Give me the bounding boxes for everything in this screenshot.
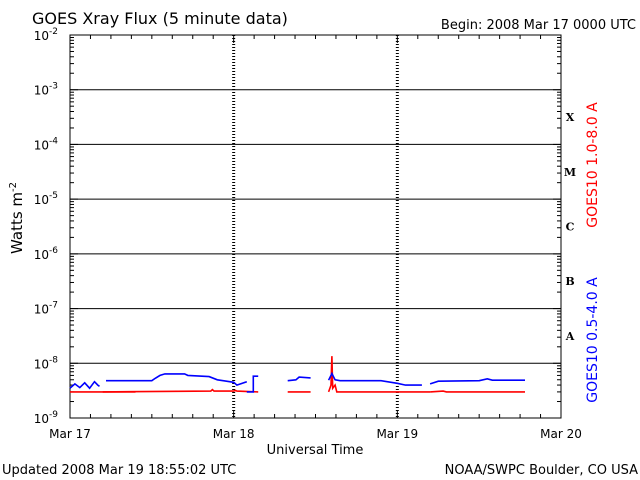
y-tick-mantissa: 10 — [34, 193, 49, 207]
begin-label: Begin: 2008 Mar 17 0000 UTC — [441, 18, 636, 33]
y-tick-mantissa: 10 — [34, 412, 49, 426]
y-tick-mantissa: 10 — [34, 303, 49, 317]
y-tick-exponent: -4 — [49, 136, 58, 146]
y-tick-label: 10-3 — [34, 82, 58, 98]
y-tick-label: 10-8 — [34, 355, 59, 371]
series-line — [430, 390, 525, 393]
y-axis-label-sup: -2 — [8, 182, 19, 192]
flare-class-B: B — [565, 275, 574, 288]
legend-entry: GOES10 1.0-8.0 A — [585, 102, 601, 228]
plot-frame — [69, 34, 562, 419]
flare-class-labels: X M C B A — [564, 111, 576, 343]
series-line — [429, 377, 525, 385]
x-axis-label: Universal Time — [267, 443, 364, 458]
legend: GOES10 1.0-8.0 A GOES10 0.5-4.0 A — [585, 102, 601, 403]
y-tick-mantissa: 10 — [34, 29, 49, 43]
y-axis-label-text: Watts m — [8, 192, 26, 254]
chart-title: GOES Xray Flux (5 minute data) — [32, 9, 288, 28]
series-line — [327, 356, 431, 393]
y-tick-mantissa: 10 — [34, 84, 49, 98]
series-line — [102, 388, 259, 393]
series-line — [287, 376, 311, 382]
y-tick-exponent: -3 — [49, 82, 58, 92]
flare-class-C: C — [566, 221, 575, 234]
updated-text: Updated 2008 Mar 19 18:55:02 UTC — [2, 463, 236, 478]
source-text: NOAA/SWPC Boulder, CO USA — [445, 463, 638, 478]
y-tick-exponent: -7 — [49, 301, 58, 311]
flare-class-A: A — [565, 330, 575, 343]
y-axis-label: Watts m-2 — [8, 182, 26, 254]
y-tick-exponent: -6 — [49, 246, 58, 256]
plot-area — [69, 34, 562, 419]
x-tick-label: Mar 18 — [213, 427, 255, 441]
y-tick-exponent: -2 — [49, 27, 58, 37]
flare-class-M: M — [564, 166, 576, 179]
series-line — [106, 373, 248, 387]
x-axis: Mar 17 Mar 18 Mar 19 Mar 20 — [49, 35, 582, 441]
y-tick-label: 10-6 — [34, 246, 59, 262]
y-axis: 10-210-310-410-510-610-710-810-9 — [34, 27, 561, 426]
y-tick-exponent: -9 — [49, 410, 58, 420]
y-tick-exponent: -5 — [49, 191, 58, 201]
y-tick-mantissa: 10 — [34, 248, 49, 262]
series-line — [69, 380, 100, 390]
series-line — [327, 371, 422, 386]
y-tick-label: 10-4 — [34, 136, 59, 152]
series-lines — [69, 356, 525, 393]
legend-entry: GOES10 0.5-4.0 A — [585, 277, 601, 403]
y-tick-mantissa: 10 — [34, 357, 49, 371]
y-tick-mantissa: 10 — [34, 138, 49, 152]
flare-class-X: X — [566, 111, 575, 124]
x-tick-label: Mar 20 — [540, 427, 582, 441]
y-tick-exponent: -8 — [49, 355, 58, 365]
x-tick-label: Mar 17 — [49, 427, 91, 441]
y-tick-label: 10-5 — [34, 191, 58, 207]
y-tick-label: 10-9 — [34, 410, 59, 426]
y-tick-label: 10-2 — [34, 27, 58, 43]
series-line — [246, 375, 259, 393]
x-tick-label: Mar 19 — [376, 427, 418, 441]
y-tick-label: 10-7 — [34, 301, 58, 317]
